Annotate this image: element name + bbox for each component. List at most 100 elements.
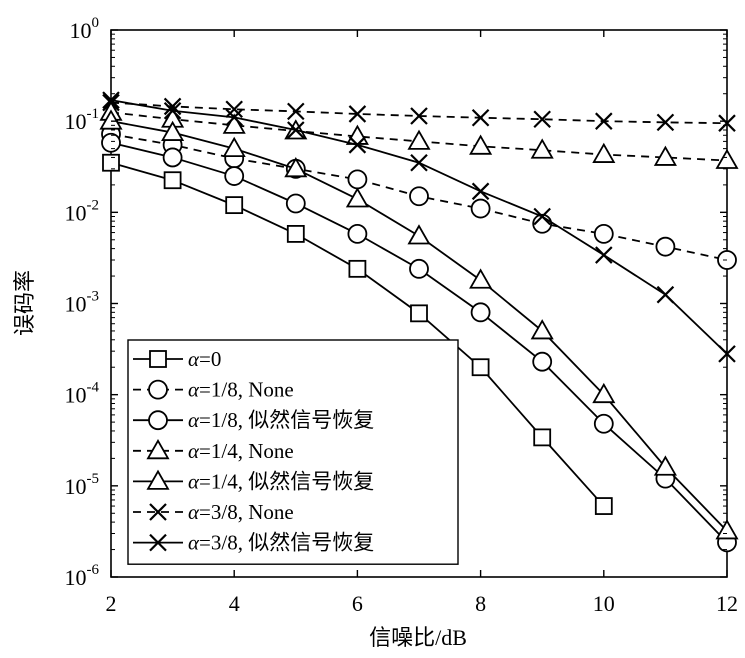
data-point	[470, 198, 491, 219]
data-point	[222, 113, 246, 134]
series-line	[110, 101, 728, 125]
data-point	[345, 187, 369, 208]
data-point	[469, 268, 493, 289]
data-point	[225, 108, 243, 127]
data-point	[656, 113, 675, 132]
x-tick-label: 6	[352, 591, 363, 616]
legend-label: α=3/8, None	[188, 500, 294, 524]
data-point	[656, 285, 675, 304]
data-point	[593, 224, 614, 244]
legend-marker	[146, 469, 170, 490]
data-point	[533, 428, 552, 447]
data-point	[348, 259, 367, 278]
legend-label: α=0	[188, 347, 221, 371]
data-point	[99, 109, 123, 130]
data-point	[410, 304, 428, 323]
data-point	[471, 108, 490, 127]
x-axis-title: 信噪比/dB	[369, 625, 467, 650]
y-tick-label: 10-6	[65, 562, 100, 590]
series-s7	[102, 91, 736, 363]
series-s1	[102, 153, 613, 515]
series-s5	[99, 109, 739, 540]
data-point	[286, 225, 305, 243]
legend-marker	[146, 438, 170, 460]
data-point	[533, 207, 551, 226]
x-tick-label: 8	[475, 591, 486, 616]
legend-box	[127, 339, 459, 565]
data-point	[533, 110, 551, 129]
data-point	[102, 91, 120, 109]
y-tick-label: 10-5	[65, 471, 100, 499]
data-point	[409, 258, 429, 279]
data-point	[471, 182, 490, 201]
data-point	[347, 169, 368, 190]
data-point	[161, 120, 185, 141]
y-axis-title: 误码率	[12, 270, 37, 336]
legend-entry: α=1/8, 似然信号恢复	[133, 408, 374, 432]
data-point	[102, 93, 120, 112]
data-point	[592, 142, 616, 163]
data-point	[715, 519, 739, 540]
y-tick-label: 10-4	[65, 380, 100, 408]
legend-label: α=1/8, 似然信号恢复	[188, 408, 374, 432]
data-point	[715, 148, 739, 169]
legend-entry: α=1/8, None	[133, 378, 294, 402]
legend-entry: α=3/8, 似然信号恢复	[133, 531, 374, 555]
legend-marker	[148, 379, 168, 400]
y-tick-label: 10-2	[65, 197, 100, 225]
data-point	[101, 132, 121, 153]
series-s4	[99, 100, 739, 169]
y-tick-label: 10-3	[65, 289, 100, 317]
series-layer	[99, 91, 739, 553]
legend-marker	[149, 533, 167, 552]
data-point	[287, 102, 305, 121]
data-point	[225, 100, 243, 119]
axes-layer: 2 4 6 8 10 12 100 10-1 10-2 10-3 10-4 10-5 10-6	[65, 15, 739, 616]
data-point	[653, 145, 677, 166]
data-point	[222, 136, 246, 158]
legend-label: α=1/4, None	[188, 439, 294, 463]
legend-marker	[148, 410, 168, 431]
legend-label: α=3/8, 似然信号恢复	[188, 531, 374, 555]
legend-marker	[149, 350, 167, 368]
legend-entry: α=1/4, None	[133, 439, 294, 463]
data-point	[595, 112, 613, 130]
data-point	[653, 455, 677, 476]
legend-label: α=1/4, 似然信号恢复	[188, 469, 374, 493]
data-point	[348, 105, 367, 123]
data-point	[409, 186, 429, 207]
data-point	[407, 224, 431, 245]
data-point	[592, 382, 616, 404]
data-point	[655, 236, 676, 257]
data-point	[595, 246, 613, 264]
data-point	[530, 319, 554, 340]
data-point	[163, 102, 182, 120]
data-point	[718, 114, 736, 132]
data-point	[410, 153, 428, 172]
legend-entry: α=0	[133, 347, 221, 371]
data-point	[407, 129, 431, 150]
legend-label: α=1/8, None	[188, 378, 294, 402]
y-tick-label: 100	[70, 15, 100, 43]
data-point	[594, 497, 613, 515]
y-tick-label: 10-1	[65, 106, 100, 134]
x-tick-label: 4	[229, 591, 240, 616]
data-point	[348, 136, 367, 154]
data-point	[471, 358, 490, 377]
data-point	[162, 147, 183, 168]
legend: α=0 α=1/8, None α=1/8, 似然信号恢复 α=1/4, None α=…	[127, 339, 459, 565]
x-tick-label: 2	[106, 591, 117, 616]
legend-marker	[149, 503, 167, 521]
data-point	[225, 196, 244, 215]
data-point	[163, 171, 182, 190]
data-point	[347, 224, 368, 244]
x-tick-label: 12	[716, 591, 738, 616]
legend-entry: α=3/8, None	[133, 500, 294, 524]
data-point	[285, 193, 306, 214]
data-point	[470, 302, 491, 323]
data-point	[532, 351, 553, 372]
data-point	[593, 413, 614, 434]
data-point	[469, 134, 493, 155]
data-point	[224, 166, 245, 186]
